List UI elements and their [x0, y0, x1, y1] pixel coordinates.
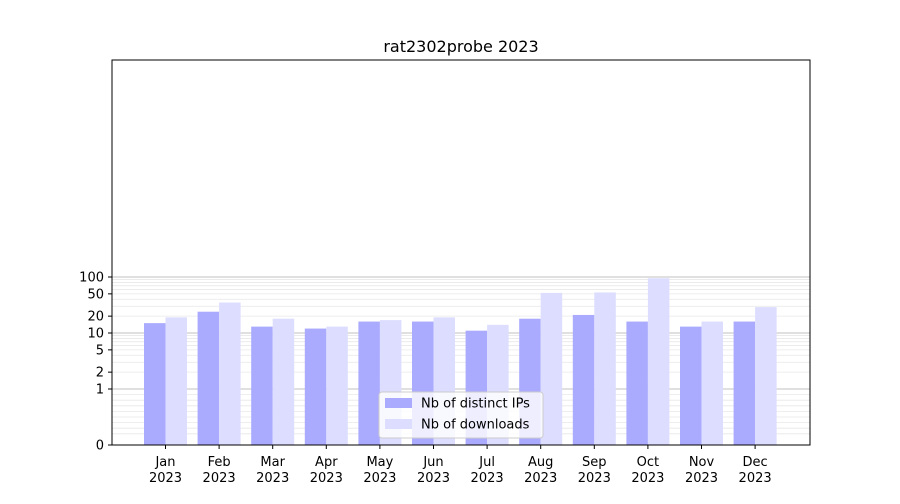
- y-tick-label: 5: [96, 343, 104, 358]
- x-tick-label-year: 2023: [203, 471, 236, 486]
- x-tick-label-month: Jul: [478, 455, 495, 470]
- axes: 0125102050100Jan2023Feb2023Mar2023Apr202…: [79, 59, 811, 486]
- x-tick-label-month: Nov: [689, 455, 715, 470]
- bar-downloads-aug: [540, 292, 563, 445]
- y-tick-label: 10: [87, 327, 104, 342]
- bar-downloads-mar: [272, 318, 295, 445]
- x-tick-label-year: 2023: [417, 471, 450, 486]
- legend-box: [378, 391, 544, 439]
- x-tick-label-year: 2023: [149, 471, 182, 486]
- bar-distinct-ips-mar: [251, 326, 273, 445]
- y-tick-label: 20: [87, 310, 104, 325]
- x-tick-label-month: Aug: [528, 455, 553, 470]
- x-tick-label-year: 2023: [739, 471, 772, 486]
- x-tick-label-month: Apr: [315, 455, 338, 470]
- legend-swatch: [385, 419, 412, 429]
- y-tick-label: 100: [79, 271, 104, 286]
- x-tick-label-year: 2023: [524, 471, 557, 486]
- bar-downloads-dec: [755, 307, 777, 445]
- bar-downloads-sep: [594, 292, 616, 445]
- bar-distinct-ips-oct: [626, 321, 648, 445]
- bar-distinct-ips-may: [358, 321, 380, 445]
- bar-distinct-ips-jan: [144, 323, 166, 445]
- legend: Nb of distinct IPs Nb of downloads: [378, 391, 544, 439]
- x-tick-label-year: 2023: [471, 471, 504, 486]
- bar-downloads-oct: [647, 278, 670, 445]
- x-tick-label-year: 2023: [310, 471, 343, 486]
- legend-label: Nb of downloads: [421, 418, 530, 433]
- bar-distinct-ips-apr: [304, 328, 327, 445]
- bar-distinct-ips-nov: [680, 326, 702, 445]
- x-tick-label-month: Oct: [637, 455, 659, 470]
- bar-distinct-ips-feb: [197, 311, 220, 445]
- bar-downloads-apr: [326, 326, 348, 445]
- x-tick-label-month: Feb: [208, 455, 231, 470]
- x-tick-label-year: 2023: [363, 471, 396, 486]
- chart-title: rat2302probe 2023: [383, 37, 538, 56]
- y-tick-label: 2: [96, 366, 104, 381]
- legend-swatch: [385, 398, 412, 408]
- y-tick-label: 50: [87, 287, 104, 302]
- x-tick-label-year: 2023: [256, 471, 289, 486]
- bar-downloads-nov: [701, 321, 723, 445]
- bar-distinct-ips-sep: [572, 314, 595, 445]
- plot-frame: [111, 59, 811, 446]
- bar-distinct-ips-dec: [733, 321, 756, 445]
- bar-downloads-jan: [165, 317, 187, 445]
- x-tick-label-year: 2023: [685, 471, 718, 486]
- x-tick-label-month: Sep: [582, 455, 607, 470]
- y-tick-label: 0: [96, 439, 104, 454]
- x-tick-label-month: Jan: [154, 455, 175, 470]
- x-tick-label-month: May: [366, 455, 393, 470]
- bar-downloads-feb: [219, 302, 241, 445]
- x-tick-label-year: 2023: [578, 471, 611, 486]
- x-tick-label-year: 2023: [631, 471, 664, 486]
- x-tick-label-month: Dec: [743, 455, 768, 470]
- x-tick-label-month: Jun: [422, 455, 443, 470]
- x-tick-label-month: Mar: [260, 455, 285, 470]
- y-tick-label: 1: [96, 383, 104, 398]
- legend-label: Nb of distinct IPs: [421, 397, 530, 412]
